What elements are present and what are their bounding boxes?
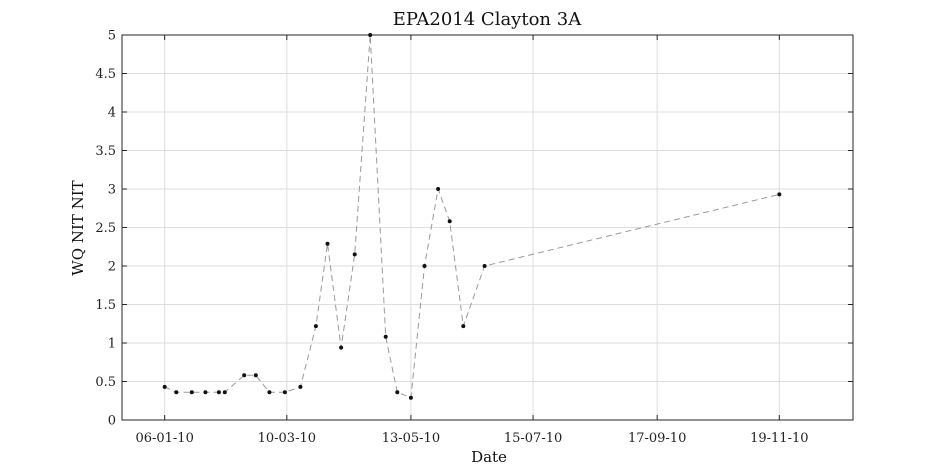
y-tick-label: 1 bbox=[108, 337, 116, 352]
data-point bbox=[368, 33, 373, 37]
x-axis: 06-01-10 10-03-10 13-05-10 15-07-10 17-09-10… bbox=[135, 35, 809, 446]
data-point bbox=[777, 192, 782, 197]
y-tick-label: 1.5 bbox=[95, 298, 116, 313]
x-tick-label: 13-05-10 bbox=[382, 431, 440, 446]
data-point bbox=[447, 219, 452, 224]
data-point bbox=[352, 252, 357, 257]
y-axis: 0 0.5 1 1.5 2 2.5 3 3.5 4 4.5 5 bbox=[95, 29, 853, 429]
y-tick-label: 3 bbox=[108, 183, 116, 198]
chart-title: EPA2014 Clayton 3A bbox=[393, 9, 582, 30]
data-point bbox=[203, 390, 208, 395]
data-point bbox=[436, 187, 441, 191]
data-point bbox=[282, 390, 287, 395]
y-tick-label: 2 bbox=[108, 260, 116, 275]
data-point bbox=[383, 334, 388, 339]
data-point bbox=[267, 390, 272, 395]
y-tick-label: 0.5 bbox=[95, 375, 116, 390]
data-point bbox=[216, 390, 221, 395]
data-point bbox=[189, 390, 194, 395]
x-tick-label: 06-01-10 bbox=[135, 431, 193, 446]
x-tick-label: 10-03-10 bbox=[258, 431, 316, 446]
series bbox=[162, 33, 782, 400]
data-point bbox=[408, 395, 413, 400]
x-tick-label: 15-07-10 bbox=[504, 431, 562, 446]
y-axis-label: WQ NIT NIT bbox=[69, 180, 87, 275]
y-tick-label: 4 bbox=[108, 106, 116, 121]
data-point bbox=[395, 390, 400, 395]
x-tick-label: 17-09-10 bbox=[628, 431, 686, 446]
data-point bbox=[242, 373, 247, 378]
data-point bbox=[298, 384, 303, 389]
data-point bbox=[339, 345, 344, 350]
x-tick-label: 19-11-10 bbox=[750, 431, 808, 446]
data-point bbox=[162, 384, 167, 389]
data-point bbox=[422, 264, 427, 268]
x-axis-label: Date bbox=[471, 448, 507, 466]
y-tick-label: 5 bbox=[108, 29, 116, 44]
data-point bbox=[174, 390, 179, 395]
y-tick-label: 4.5 bbox=[95, 67, 116, 82]
data-point bbox=[482, 264, 487, 268]
y-tick-label: 3.5 bbox=[95, 144, 116, 159]
data-point bbox=[461, 324, 466, 329]
y-tick-label: 2.5 bbox=[95, 221, 116, 236]
y-tick-label: 0 bbox=[108, 414, 116, 429]
data-point bbox=[253, 373, 258, 378]
data-point bbox=[222, 390, 227, 395]
data-point bbox=[325, 241, 330, 246]
data-point bbox=[313, 324, 318, 329]
